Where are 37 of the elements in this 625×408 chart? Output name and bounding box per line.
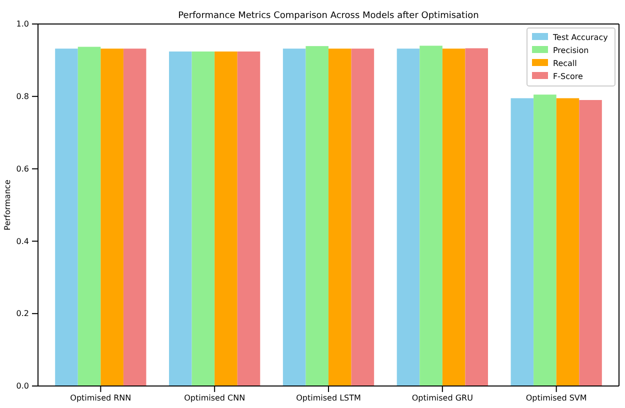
- bar: [420, 46, 442, 386]
- bar: [510, 98, 534, 386]
- y-tick-label: 0.0: [16, 382, 29, 391]
- bar: [396, 48, 420, 386]
- y-tick-label: 0.6: [16, 164, 29, 174]
- x-tick-label: Optimised CNN: [184, 394, 246, 403]
- bar: [579, 100, 602, 386]
- y-tick-label: 0.8: [16, 92, 29, 101]
- x-tick-label: Optimised GRU: [412, 394, 474, 403]
- bar: [351, 48, 374, 386]
- bar: [169, 52, 192, 386]
- bar: [100, 48, 124, 386]
- bar: [328, 48, 352, 386]
- legend-label: F-Score: [553, 72, 583, 81]
- bar: [442, 48, 466, 386]
- chart-title: Performance Metrics Comparison Across Models after Optimisation: [178, 11, 479, 21]
- bar: [465, 48, 488, 386]
- bar: [556, 98, 580, 386]
- bar: [123, 48, 146, 386]
- bar: [55, 48, 78, 386]
- legend-label: Precision: [553, 46, 589, 55]
- x-tick-label: Optimised RNN: [70, 394, 132, 403]
- legend-label: Recall: [553, 59, 577, 68]
- x-tick-label: Optimised SVM: [526, 394, 587, 403]
- bar: [237, 52, 260, 386]
- bar: [534, 94, 556, 386]
- bar: [214, 52, 238, 386]
- y-axis-title: Performance: [3, 180, 12, 230]
- y-tick-label: 1.0: [16, 20, 29, 29]
- y-tick-label: 0.4: [16, 236, 29, 246]
- bar: [192, 52, 215, 386]
- bar: [282, 48, 306, 386]
- y-tick-label: 0.2: [16, 309, 29, 318]
- bar: [78, 46, 101, 386]
- x-tick-label: Optimised LSTM: [296, 394, 361, 403]
- bar: [306, 46, 328, 386]
- legend-label: Test Accuracy: [552, 33, 608, 42]
